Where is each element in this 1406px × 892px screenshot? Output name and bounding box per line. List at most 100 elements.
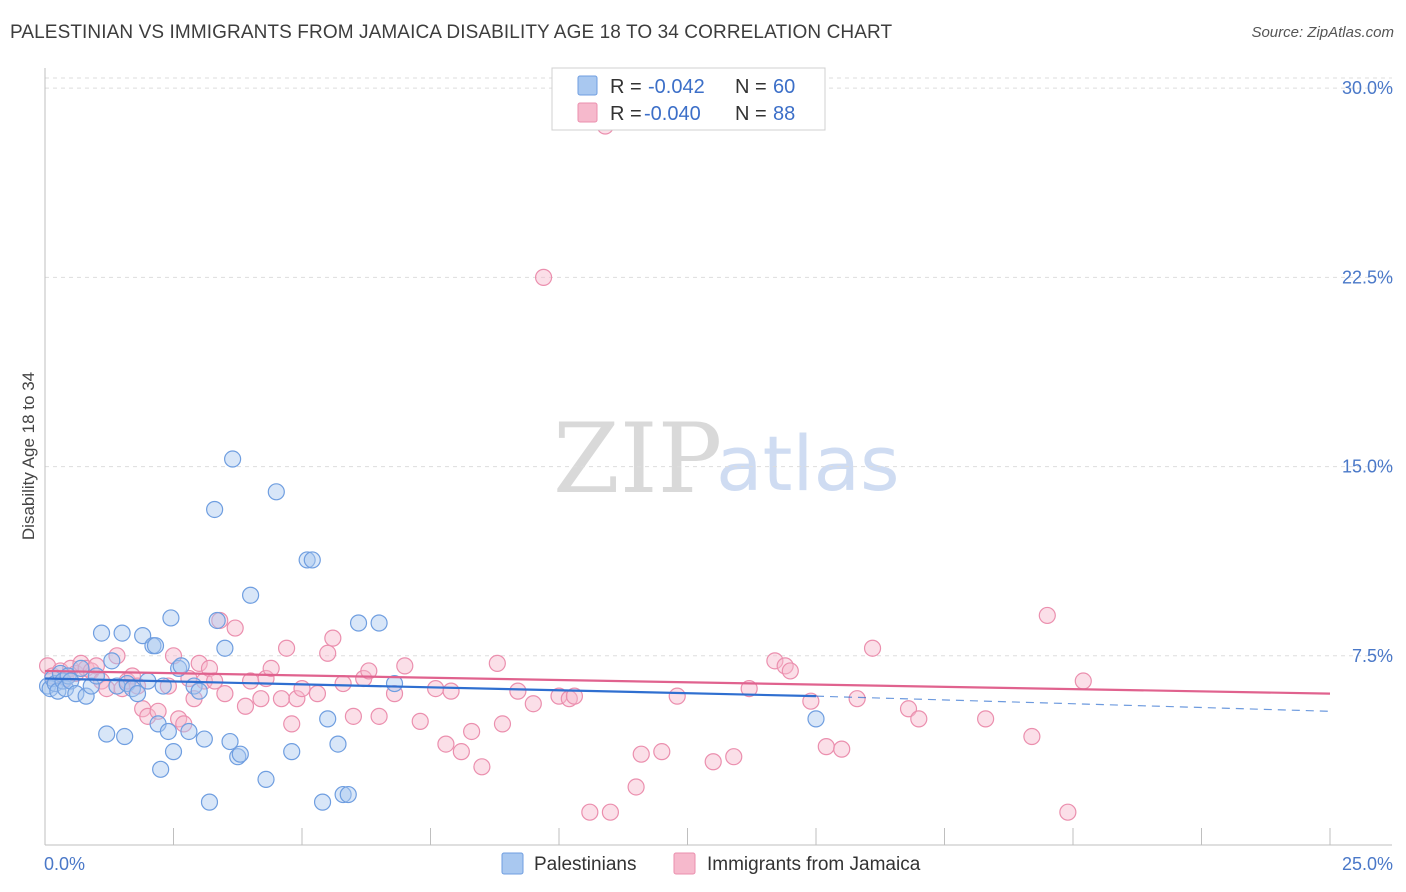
y-tick-label: 22.5% xyxy=(1342,267,1393,287)
correlation-legend: R = -0.042 N = 60 R = -0.040 N = 88 xyxy=(551,67,826,131)
palestinian-point xyxy=(334,785,352,804)
palestinian-point xyxy=(134,627,152,645)
jamaica-point xyxy=(601,803,620,821)
y-tick-labels: 7.5% 15.0% 22.5% 30.0% xyxy=(1342,78,1393,666)
gridlines xyxy=(45,77,1392,657)
jamaica-point xyxy=(216,685,234,703)
jamaica-point xyxy=(411,712,429,730)
jamaica-point xyxy=(288,690,306,708)
palestinian-point xyxy=(206,500,224,519)
jamaica-point xyxy=(653,743,671,761)
x-axis-ticks xyxy=(44,828,1331,845)
legend-swatch-blue xyxy=(577,75,598,96)
legend-item-palestinians-swatch xyxy=(501,852,524,875)
palestinian-point xyxy=(67,685,85,703)
jamaica-point xyxy=(324,629,342,647)
palestinian-point xyxy=(319,710,337,728)
palestinian-point xyxy=(190,682,208,700)
jamaica-point xyxy=(272,690,291,708)
jamaica-point xyxy=(262,659,280,678)
palestinian-point xyxy=(208,611,226,630)
jamaica-point xyxy=(370,707,388,725)
legend-item-jamaica-swatch xyxy=(673,852,696,875)
legend-n-value-1: 60 xyxy=(773,76,795,98)
jamaica-point xyxy=(776,657,794,675)
palestinian-point xyxy=(113,624,131,642)
legend-r-value-1: -0.042 xyxy=(648,76,705,98)
palestinian-point xyxy=(62,672,80,690)
jamaica-point xyxy=(781,662,799,680)
jamaica-point xyxy=(277,639,296,657)
palestinian-point xyxy=(103,652,121,670)
palestinian-point xyxy=(92,624,111,642)
jamaica-point xyxy=(766,652,784,670)
palestinian-point xyxy=(200,793,219,811)
jamaica-point xyxy=(1038,606,1056,625)
jamaica-point xyxy=(108,647,126,665)
jamaica-point xyxy=(581,803,599,821)
jamaica-point xyxy=(319,644,337,662)
jamaica-point xyxy=(1059,803,1077,821)
palestinian-point xyxy=(329,735,347,753)
palestinians-trend-extension xyxy=(815,695,1331,712)
jamaica-point xyxy=(437,735,455,753)
jamaica-point xyxy=(632,745,650,763)
palestinian-point xyxy=(82,677,100,695)
palestinian-point xyxy=(298,551,316,569)
source-label: Source: ZipAtlas.com xyxy=(1251,24,1394,41)
watermark-zip: ZIP xyxy=(553,403,722,515)
jamaica-point xyxy=(899,700,918,718)
jamaica-point xyxy=(627,778,645,796)
jamaica-point xyxy=(442,682,460,700)
jamaica-point xyxy=(360,662,378,680)
legend-n-value-2: 88 xyxy=(773,103,795,125)
palestinian-point xyxy=(303,551,321,569)
palestinian-point xyxy=(349,614,368,632)
legend-n-label-1: N = xyxy=(735,76,767,98)
chart-title: PALESTINIAN VS IMMIGRANTS FROM JAMAICA D… xyxy=(10,22,893,43)
palestinian-point xyxy=(146,637,165,655)
series-jamaica-points xyxy=(38,117,1092,821)
jamaica-point xyxy=(334,674,352,693)
jamaica-point xyxy=(463,722,481,741)
series-legend: Palestinians Immigrants from Jamaica xyxy=(501,852,921,875)
jamaica-point xyxy=(848,690,866,708)
legend-swatch-pink xyxy=(577,102,598,123)
palestinian-point xyxy=(283,743,301,761)
jamaica-point xyxy=(1023,727,1041,746)
jamaica-point xyxy=(293,679,311,698)
jamaica-point xyxy=(226,619,244,637)
palestinian-point xyxy=(313,793,332,811)
jamaica-point xyxy=(344,707,362,725)
legend-n-label-2: N = xyxy=(735,103,767,125)
palestinian-point xyxy=(370,614,388,632)
palestinian-point xyxy=(128,685,147,703)
jamaica-point xyxy=(910,710,928,728)
palestinian-point xyxy=(339,785,357,804)
y-tick-label: 7.5% xyxy=(1352,646,1393,666)
jamaica-point xyxy=(488,654,506,672)
palestinian-point xyxy=(180,722,198,741)
jamaica-point xyxy=(509,682,527,700)
legend-r-value-2: -0.040 xyxy=(644,103,701,125)
palestinian-point xyxy=(152,760,170,778)
jamaica-point xyxy=(252,690,270,708)
palestinian-point xyxy=(242,586,260,604)
jamaica-point xyxy=(38,657,57,675)
jamaica-point xyxy=(725,748,743,766)
palestinian-point xyxy=(267,483,285,501)
palestinian-point xyxy=(807,710,825,728)
palestinian-point xyxy=(98,725,116,743)
palestinian-point xyxy=(195,730,213,748)
jamaica-point xyxy=(1074,672,1092,690)
y-tick-label: 15.0% xyxy=(1342,457,1393,477)
jamaica-point xyxy=(283,715,301,733)
legend-r-label-1: R = xyxy=(610,76,642,98)
palestinians-trend-line xyxy=(44,677,817,698)
palestinian-point xyxy=(72,659,90,678)
jamaica-point xyxy=(473,758,491,776)
jamaica-point xyxy=(396,657,414,675)
jamaica-point xyxy=(565,687,584,705)
jamaica-point xyxy=(308,685,327,703)
